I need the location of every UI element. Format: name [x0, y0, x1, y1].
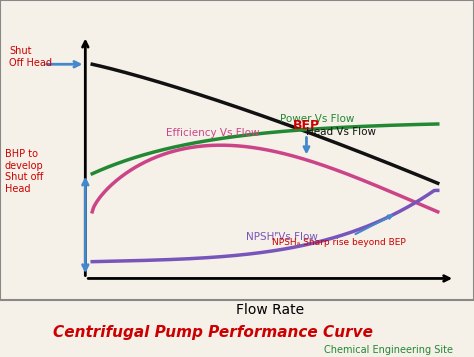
Text: Power Vs Flow: Power Vs Flow: [280, 114, 354, 124]
Text: Head Vs Flow: Head Vs Flow: [306, 127, 376, 137]
Text: Centrifugal Pump Performance Curve: Centrifugal Pump Performance Curve: [53, 325, 374, 340]
Text: Flow Rate: Flow Rate: [236, 303, 304, 317]
Text: Efficiency Vs Flow: Efficiency Vs Flow: [166, 128, 260, 138]
Text: NPSHₐ Sharp rise beyond BEP: NPSHₐ Sharp rise beyond BEP: [272, 216, 406, 247]
Text: BEP: BEP: [293, 119, 320, 151]
Text: Shut
Off Head: Shut Off Head: [9, 46, 53, 68]
Text: BHP to
develop
Shut off
Head: BHP to develop Shut off Head: [5, 149, 44, 194]
Text: Chemical Engineering Site: Chemical Engineering Site: [324, 345, 453, 355]
Text: NPSHᴾVs Flow: NPSHᴾVs Flow: [246, 232, 318, 242]
